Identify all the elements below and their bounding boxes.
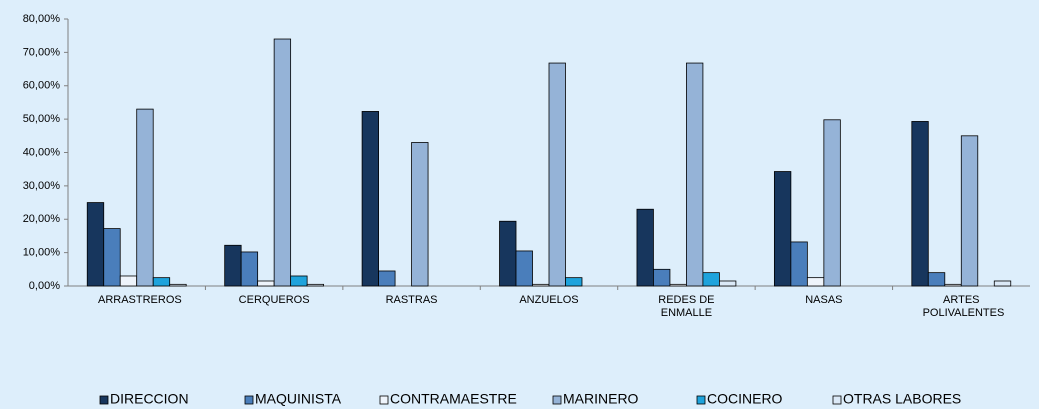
- bar: [565, 277, 583, 287]
- bar: [224, 244, 242, 287]
- bar: [806, 277, 825, 287]
- x-tick-label-box: ARTES POLIVALENTES: [922, 294, 1005, 319]
- legend-label: OTRAS LABORES: [843, 391, 961, 407]
- bar: [669, 283, 687, 287]
- x-tick-label: ARTES POLIVALENTES: [922, 294, 1005, 319]
- legend-label: MAQUINISTA: [255, 391, 342, 407]
- bar: [499, 220, 517, 287]
- legend-swatch: [552, 395, 562, 405]
- bar: [152, 277, 171, 287]
- bar: [306, 283, 325, 287]
- bar: [548, 62, 566, 287]
- legend-swatch: [379, 395, 389, 405]
- bar: [273, 38, 292, 287]
- bar: [169, 283, 187, 287]
- x-tick-label-box: ANZUELOS: [519, 294, 579, 306]
- bar: [257, 280, 275, 287]
- legend-label: MARINERO: [563, 391, 639, 407]
- x-tick-label: CERQUEROS: [238, 294, 310, 306]
- x-tick-label-box: NASAS: [805, 294, 843, 306]
- bar: [361, 111, 379, 287]
- y-tick-label: 50,00%: [23, 113, 61, 125]
- x-tick-label-box: CERQUEROS: [238, 294, 310, 306]
- legend-swatch: [832, 395, 842, 405]
- legend-label: DIRECCION: [110, 391, 189, 407]
- bar: [993, 280, 1012, 287]
- bar: [653, 268, 671, 287]
- y-tick-label: 40,00%: [23, 146, 61, 158]
- legend-label: COCINERO: [707, 391, 783, 407]
- y-tick-label: 60,00%: [23, 80, 61, 92]
- bar: [411, 142, 429, 287]
- bar: [515, 250, 533, 287]
- y-tick-label: 30,00%: [23, 180, 61, 192]
- legend-swatch: [244, 395, 254, 405]
- x-tick-label: ARRASTREROS: [98, 294, 182, 306]
- x-tick-label: ANZUELOS: [519, 294, 579, 306]
- bar: [790, 241, 808, 287]
- bar: [719, 280, 737, 287]
- y-tick-label: 70,00%: [23, 46, 61, 58]
- bar: [136, 108, 154, 287]
- bar: [911, 121, 929, 287]
- x-tick-label-box: RASTRAS: [385, 294, 438, 306]
- x-tick-label: RASTRAS: [385, 294, 438, 306]
- bar: [103, 228, 121, 287]
- bar: [944, 283, 962, 287]
- bar: [636, 208, 654, 287]
- bar: [290, 275, 308, 287]
- legend-label: CONTRAMAESTRE: [390, 391, 517, 407]
- bar: [686, 62, 704, 287]
- bar: [702, 272, 720, 287]
- y-tick-label: 10,00%: [23, 247, 61, 259]
- x-tick-label-box: REDES DE ENMALLE: [658, 294, 715, 319]
- x-tick-label-box: ARRASTREROS: [98, 294, 182, 306]
- legend-swatch: [696, 395, 706, 405]
- bar: [86, 202, 105, 287]
- bar: [773, 171, 792, 287]
- x-tick-label: REDES DE ENMALLE: [658, 294, 715, 319]
- bar: [823, 119, 841, 287]
- y-tick-label: 0,00%: [29, 280, 60, 292]
- legend-swatch: [99, 395, 109, 405]
- y-tick-label: 80,00%: [23, 13, 61, 25]
- bar: [927, 272, 946, 287]
- bar: [960, 135, 979, 287]
- bar: [240, 251, 259, 287]
- bar: [378, 270, 396, 287]
- bar: [532, 283, 550, 287]
- y-tick-label: 20,00%: [23, 213, 61, 225]
- bar: [119, 275, 138, 287]
- x-tick-label: NASAS: [805, 294, 843, 306]
